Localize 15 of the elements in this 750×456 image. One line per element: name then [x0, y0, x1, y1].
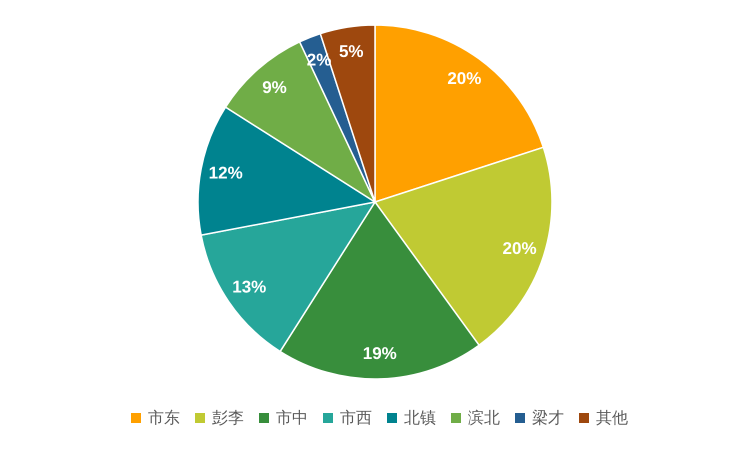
legend-label: 市东	[148, 409, 180, 427]
legend-label: 梁才	[532, 409, 564, 427]
legend-label: 其他	[596, 409, 628, 427]
legend-label: 北镇	[404, 409, 436, 427]
data-label: 13%	[232, 277, 266, 296]
data-label: 5%	[338, 42, 364, 61]
legend-label: 市中	[276, 409, 308, 427]
data-label: 12%	[208, 164, 243, 183]
legend-label: 彭李	[212, 409, 244, 427]
data-label: 9%	[262, 78, 287, 97]
data-label: 19%	[362, 344, 397, 363]
legend-label: 滨北	[468, 409, 500, 427]
data-label: 20%	[502, 238, 537, 258]
legend-label: 市西	[340, 409, 372, 427]
data-label: 20%	[447, 69, 482, 88]
